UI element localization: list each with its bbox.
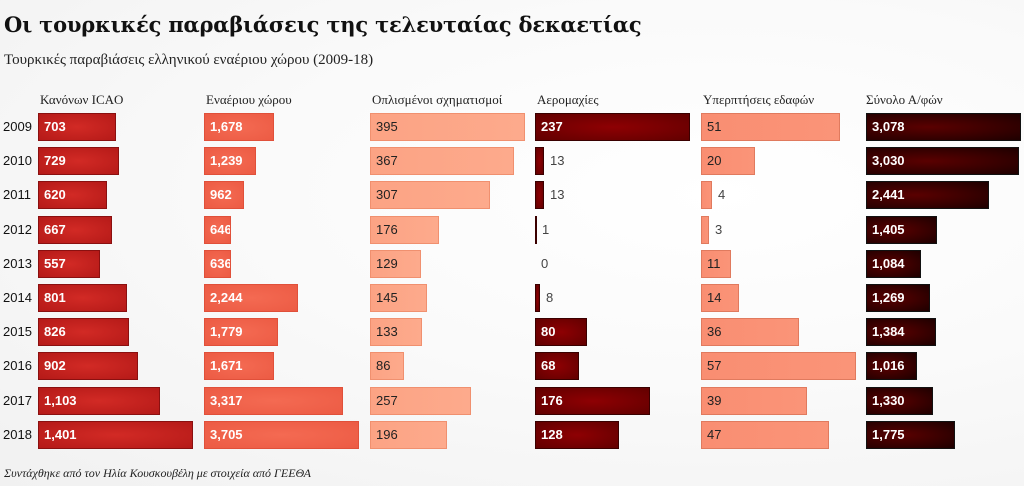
bar-with-label: 1,016 bbox=[866, 352, 917, 380]
bar-with-label: 1,084 bbox=[866, 250, 921, 278]
year-label: 2015 bbox=[3, 324, 32, 339]
bar-with-label: 395 bbox=[370, 113, 525, 141]
bar-with-label: 307 bbox=[370, 181, 490, 209]
bar-value-label: 13 bbox=[550, 187, 565, 202]
bar bbox=[535, 284, 540, 312]
bar bbox=[535, 216, 537, 244]
source-credit: Συντάχθηκε από τον Ηλία Κουσκουβέλη με σ… bbox=[4, 466, 312, 480]
bar-with-label: 3,078 bbox=[866, 113, 1021, 141]
bar-with-label: 176 bbox=[370, 216, 439, 244]
bar-with-label: 1,779 bbox=[204, 318, 278, 346]
bar bbox=[535, 147, 544, 175]
bar-with-label: 1,384 bbox=[866, 318, 936, 346]
bar-with-label: 14 bbox=[701, 284, 739, 312]
bar-with-label: 902 bbox=[38, 352, 138, 380]
bar-with-label: 39 bbox=[701, 387, 807, 415]
bar-with-label: 2,244 bbox=[204, 284, 298, 312]
bar-with-label: 1,269 bbox=[866, 284, 930, 312]
year-label: 2009 bbox=[3, 119, 32, 134]
year-label: 2017 bbox=[3, 393, 32, 408]
bar-with-label: 3,705 bbox=[204, 421, 359, 449]
bar-with-label: 237 bbox=[535, 113, 690, 141]
bar-value-label: 3 bbox=[715, 222, 723, 237]
bar-with-label: 196 bbox=[370, 421, 447, 449]
bar-with-label: 667 bbox=[38, 216, 112, 244]
bar-with-label: 57 bbox=[701, 352, 856, 380]
chart-subtitle: Τουρκικές παραβιάσεις ελληνικού εναέριου… bbox=[4, 52, 374, 68]
bar-with-label: 3,317 bbox=[204, 387, 343, 415]
column-header: Οπλισμένοι σχηματισμοί bbox=[372, 92, 503, 107]
bar-with-label: 176 bbox=[535, 387, 650, 415]
bar-with-label: 257 bbox=[370, 387, 471, 415]
bar-with-label: 129 bbox=[370, 250, 421, 278]
year-label: 2016 bbox=[3, 358, 32, 373]
bar-with-label: 620 bbox=[38, 181, 107, 209]
bar-with-label: 646 bbox=[204, 216, 231, 244]
bar-with-label: 367 bbox=[370, 147, 514, 175]
year-label: 2014 bbox=[3, 290, 32, 305]
chart-title: Οι τουρκικές παραβιάσεις της τελευταίας … bbox=[4, 12, 642, 37]
bar-with-label: 36 bbox=[701, 318, 799, 346]
bar-value-label: 8 bbox=[546, 290, 554, 305]
bar-with-label: 68 bbox=[535, 352, 579, 380]
year-label: 2018 bbox=[3, 427, 32, 442]
bar bbox=[701, 216, 709, 244]
bar-with-label: 1,405 bbox=[866, 216, 937, 244]
bar-with-label: 2,441 bbox=[866, 181, 989, 209]
bar-with-label: 729 bbox=[38, 147, 119, 175]
bar-value-label: 4 bbox=[718, 187, 726, 202]
bar-with-label: 80 bbox=[535, 318, 587, 346]
year-label: 2013 bbox=[3, 256, 32, 271]
bar-with-label: 1,671 bbox=[204, 352, 274, 380]
column-header: Υπερπτήσεις εδαφών bbox=[703, 92, 815, 107]
bar-with-label: 962 bbox=[204, 181, 244, 209]
bar-with-label: 145 bbox=[370, 284, 427, 312]
bar-with-label: 826 bbox=[38, 318, 129, 346]
bar-with-label: 128 bbox=[535, 421, 619, 449]
bar-with-label: 86 bbox=[370, 352, 404, 380]
bar-with-label: 51 bbox=[701, 113, 840, 141]
bar-with-label: 1,401 bbox=[38, 421, 193, 449]
bar-with-label: 1,239 bbox=[204, 147, 256, 175]
bar bbox=[701, 181, 712, 209]
year-label: 2012 bbox=[3, 222, 32, 237]
year-label: 2011 bbox=[3, 187, 31, 202]
bar-with-label: 1,330 bbox=[866, 387, 933, 415]
bar-with-label: 47 bbox=[701, 421, 829, 449]
bar-with-label: 1,103 bbox=[38, 387, 160, 415]
bar-with-label: 20 bbox=[701, 147, 755, 175]
column-header: Εναέριου χώρου bbox=[206, 92, 292, 107]
column-header: Αερομαχίες bbox=[537, 92, 599, 107]
column-header: Σύνολο Α/φών bbox=[866, 92, 943, 107]
bar-value-label: 0 bbox=[541, 256, 549, 271]
bar-value-label: 1 bbox=[542, 222, 550, 237]
bar-with-label: 1,678 bbox=[204, 113, 274, 141]
bar-with-label: 3,030 bbox=[866, 147, 1019, 175]
bar-with-label: 1,775 bbox=[866, 421, 955, 449]
bar-with-label: 636 bbox=[204, 250, 231, 278]
bar-with-label: 133 bbox=[370, 318, 422, 346]
column-header: Κανόνων ICAO bbox=[40, 92, 124, 107]
bar bbox=[535, 181, 544, 209]
bar-value-label: 13 bbox=[550, 153, 565, 168]
bar-with-label: 801 bbox=[38, 284, 127, 312]
bar-with-label: 11 bbox=[701, 250, 731, 278]
bar-with-label: 703 bbox=[38, 113, 116, 141]
year-label: 2010 bbox=[3, 153, 32, 168]
bar-with-label: 557 bbox=[38, 250, 100, 278]
